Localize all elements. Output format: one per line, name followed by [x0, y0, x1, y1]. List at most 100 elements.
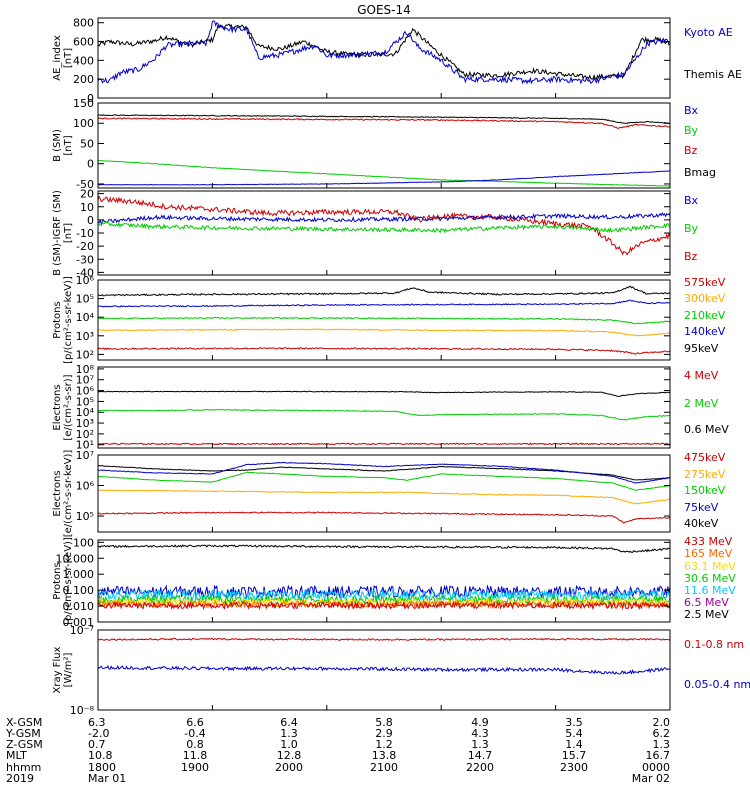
legend-entry: 165 MeV [684, 547, 733, 560]
legend-entry: 0.6 MeV [684, 423, 729, 436]
series-line-bigrf-1 [98, 213, 670, 224]
panel-bsm: -50 0 50 100 150 B (SM) [nT] Bx By Bz Bmag [52, 97, 716, 191]
series-line-protons1-2 [98, 318, 670, 324]
y-axis-label: [W/m²] [63, 652, 74, 687]
legend-entry: 150keV [684, 484, 726, 497]
y-axis-label: Xray Flux [52, 646, 63, 693]
x-row-value: 2200 [466, 761, 494, 774]
legend-entry: 475keV [684, 451, 726, 464]
legend-entry: Bz [684, 250, 698, 263]
y-tick-label: 100 [73, 536, 94, 549]
panel-frame [98, 191, 670, 275]
panel-xray: 10⁻⁸ 10⁻⁷ Xray Flux [W/m²] 0.1-0.8 nm 0.05-0.… [52, 624, 750, 717]
y-axis-label: [p/(cm²-s-sr-keV)] [63, 537, 74, 625]
legend-entry: Bmag [684, 166, 716, 179]
y-tick-label: 10³ [76, 330, 94, 343]
y-axis-label: B (SM)-IGRF (SM) [52, 190, 63, 276]
series-line-bsm-3 [98, 171, 670, 185]
x-row-value: 2100 [370, 761, 398, 774]
y-tick-label: 10⁸ [76, 363, 95, 376]
y-tick-label: 10⁻⁷ [70, 624, 94, 637]
y-tick-label: 400 [73, 54, 94, 67]
y-tick-label: 0 [87, 214, 94, 227]
y-axis-label: [e/(cm²-s-sr)] [63, 374, 74, 440]
y-tick-label: 20 [80, 188, 94, 201]
y-tick-label: -10 [76, 227, 94, 240]
y-tick-label: 200 [73, 73, 94, 86]
legend-entry: 2 MeV [684, 397, 719, 410]
legend-entry: 75keV [684, 501, 719, 514]
y-tick-label: 10⁶ [76, 480, 95, 493]
panel-protons2: 0.0010.0100.1001.00010.000100Protons [p/(… [52, 535, 736, 629]
y-tick-label: 0 [87, 158, 94, 171]
x-row-label: 2019 [6, 772, 34, 785]
panel-frame [98, 540, 670, 622]
series-line-electrons2-2 [98, 472, 670, 490]
y-tick-label: -20 [76, 240, 94, 253]
plot-title: GOES-14 [357, 3, 411, 17]
y-tick-label: -30 [76, 253, 94, 266]
series-line-protons1-1 [98, 300, 670, 307]
x-row-value: 2300 [560, 761, 588, 774]
legend-entry: 275keV [684, 468, 726, 481]
series-line-protons1-4 [98, 348, 670, 355]
y-axis-label: Protons [52, 562, 63, 599]
series-line-bsm-2 [98, 160, 670, 186]
legend-entry: 0.05-0.4 nm [684, 678, 750, 691]
y-tick-label: 800 [73, 17, 94, 30]
y-axis-label: [e/(cm²-s-sr-keV)] [63, 450, 74, 538]
legend-entry: 40keV [684, 517, 719, 530]
legend-entry: Bz [684, 144, 698, 157]
series-line-electrons2-4 [98, 512, 670, 523]
panel-frame [98, 367, 670, 448]
y-tick-label: 600 [73, 36, 94, 49]
y-axis-label: [nT] [63, 135, 74, 155]
y-tick-label: 150 [73, 97, 94, 110]
series-line-electrons1-0 [98, 391, 670, 396]
series-line-ae-1 [98, 21, 670, 84]
legend-entry: 575keV [684, 276, 726, 289]
legend-entry: 2.5 MeV [684, 608, 729, 621]
legend-entry: By [684, 222, 699, 235]
legend-entry: Bx [684, 194, 699, 207]
legend-entry: 4 MeV [684, 369, 719, 382]
legend-entry: 300keV [684, 292, 726, 305]
series-line-protons1-0 [98, 286, 670, 296]
series-line-electrons1-2 [98, 443, 670, 444]
y-axis-label: [p/(cm²-s-sr-keV)] [63, 276, 74, 364]
y-axis-label: AE_index [52, 35, 63, 81]
goes-14-stackplot: GOES-14 0200400600800AE_index [nT]Kyoto A… [0, 0, 750, 800]
y-tick-label: 10⁵ [76, 510, 94, 523]
y-axis-label: [nT] [63, 223, 74, 243]
legend-entry: 210keV [684, 309, 726, 322]
panel-frame [98, 280, 670, 360]
y-axis-label: [nT] [63, 48, 74, 68]
y-tick-label: 10 [80, 201, 94, 214]
legend-entry: 0.1-0.8 nm [684, 638, 744, 651]
series-line-xray-0 [98, 638, 670, 640]
y-tick-label: 50 [80, 137, 94, 150]
panel-protons1: 10² 10³ 10⁴ 10⁵ 10⁶ Protons [p/(cm²-s-sr-keV)]… [52, 274, 726, 364]
series-line-electrons2-3 [98, 490, 670, 504]
y-tick-label: 10⁴ [76, 311, 95, 324]
series-line-ae-0 [98, 24, 670, 79]
legend-entry: By [684, 124, 699, 137]
series-line-bigrf-0 [98, 197, 670, 255]
panel-frame [98, 18, 670, 98]
y-axis-label: Electrons [52, 384, 63, 430]
y-tick-label: 10⁶ [76, 274, 95, 287]
x-row-value: Mar 01 [88, 772, 126, 785]
y-tick-label: 10⁷ [76, 449, 94, 462]
panel-electrons2: 10⁵10⁶10⁷Electrons [e/(cm²-s-sr-keV)] 475k… [52, 449, 726, 537]
y-axis-label: B (SM) [52, 129, 63, 162]
panel-ae: 0 200 400 600 800 AE_index [nT] Kyoto AE Themis … [52, 17, 742, 105]
series-line-xray-1 [98, 666, 670, 674]
x-row-value: Mar 02 [632, 772, 670, 785]
y-tick-label: 10⁵ [76, 293, 94, 306]
legend-entry: Bx [684, 104, 699, 117]
series-line-electrons1-1 [98, 409, 670, 420]
y-tick-label: 10² [76, 348, 94, 361]
series-line-protons1-3 [98, 329, 670, 336]
